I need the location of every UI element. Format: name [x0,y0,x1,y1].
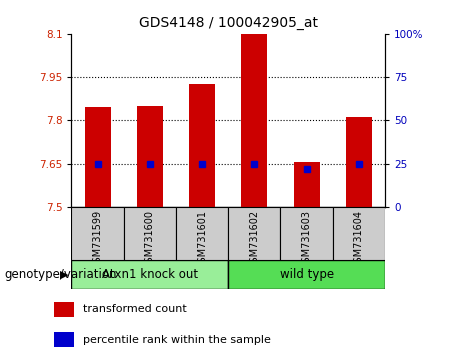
Bar [280,207,333,260]
Text: GSM731602: GSM731602 [249,210,260,269]
Bar [71,207,124,260]
Text: wild type: wild type [279,268,334,281]
Bar [176,207,228,260]
Text: GSM731603: GSM731603 [301,210,312,269]
Bar [189,84,215,207]
Text: Atxn1 knock out: Atxn1 knock out [102,268,198,281]
Text: GSM731600: GSM731600 [145,210,155,269]
Bar [346,118,372,207]
Bar [137,107,163,207]
Bar [241,34,267,207]
Text: genotype/variation: genotype/variation [5,268,117,281]
Text: GSM731601: GSM731601 [197,210,207,269]
Bar [228,260,385,289]
Bar [228,207,280,260]
Text: ▶: ▶ [60,269,68,279]
Text: percentile rank within the sample: percentile rank within the sample [83,335,271,344]
Text: GSM731599: GSM731599 [93,210,103,269]
Text: transformed count: transformed count [83,304,186,314]
Bar [124,207,176,260]
Bar [294,162,319,207]
Bar [84,107,111,207]
Title: GDS4148 / 100042905_at: GDS4148 / 100042905_at [139,16,318,30]
Bar [54,302,75,317]
Text: GSM731604: GSM731604 [354,210,364,269]
Bar [54,332,75,347]
Bar [71,260,228,289]
Bar [333,207,385,260]
